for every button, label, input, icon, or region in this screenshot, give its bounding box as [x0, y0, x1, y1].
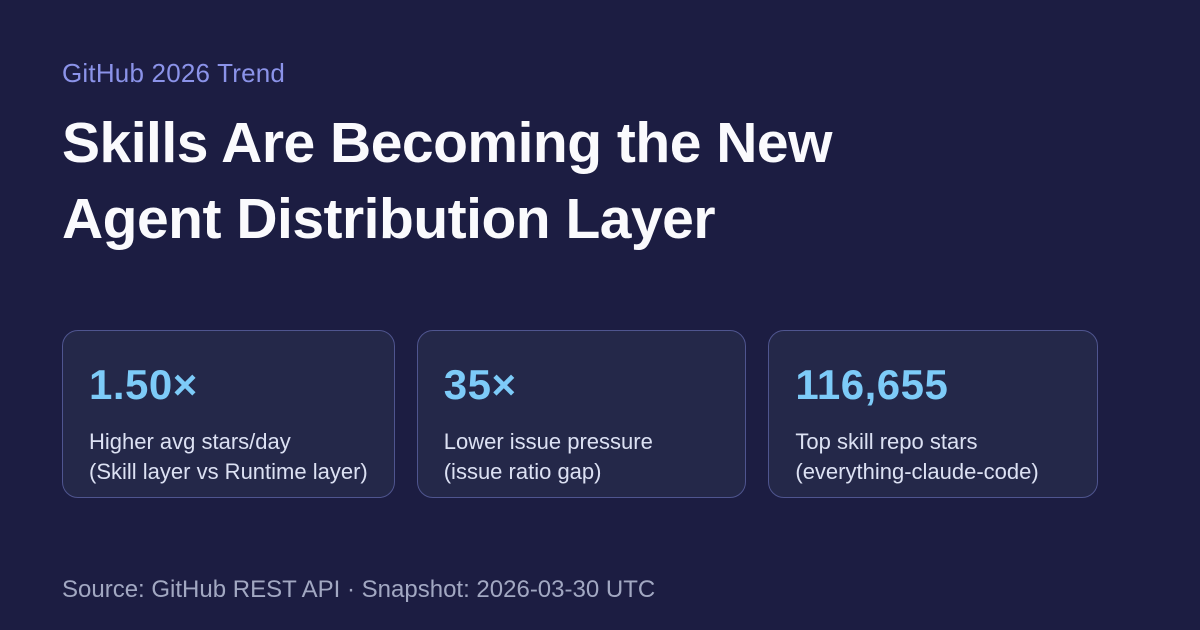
page-title: Skills Are Becoming the New Agent Distri…	[62, 105, 1138, 257]
source-attribution: Source: GitHub REST API · Snapshot: 2026…	[62, 576, 656, 603]
page-title-line-2: Agent Distribution Layer	[62, 187, 716, 251]
stat-label: Higher avg stars/day (Skill layer vs Run…	[89, 427, 368, 487]
stat-value: 35×	[443, 361, 517, 408]
stat-value: 1.50×	[89, 361, 198, 408]
stat-label-line-1: Top skill repo stars	[795, 429, 978, 454]
stat-value: 116,655	[795, 361, 949, 408]
stat-label-line-2: (issue ratio gap)	[443, 459, 602, 484]
stat-card-row: 1.50× Higher avg stars/day (Skill layer …	[62, 330, 1099, 498]
stat-card-issue-pressure: 35× Lower issue pressure (issue ratio ga…	[416, 330, 747, 498]
stat-label-line-2: (Skill layer vs Runtime layer)	[89, 459, 368, 484]
stat-label-line-1: Higher avg stars/day	[89, 429, 291, 454]
stat-card-top-repo-stars: 116,655 Top skill repo stars (everything…	[768, 330, 1099, 498]
stat-label: Lower issue pressure (issue ratio gap)	[444, 427, 720, 487]
eyebrow-label: GitHub 2026 Trend	[62, 58, 286, 88]
stat-label: Top skill repo stars (everything-claude-…	[795, 427, 1071, 487]
page-title-line-1: Skills Are Becoming the New	[62, 111, 832, 175]
stat-label-line-2: (everything-claude-code)	[795, 459, 1039, 484]
stat-label-line-1: Lower issue pressure	[443, 429, 653, 454]
stat-card-stars-per-day: 1.50× Higher avg stars/day (Skill layer …	[62, 330, 395, 498]
